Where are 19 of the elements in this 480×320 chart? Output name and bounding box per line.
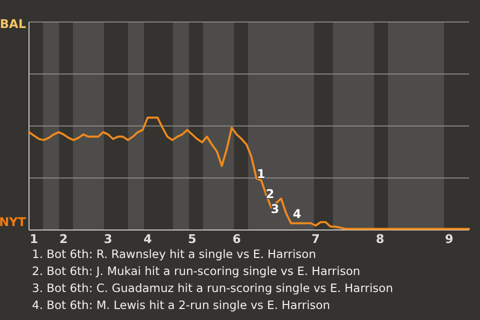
text: 1. Bot 6th: R. Rawnsley hit a single vs E. Harrison bbox=[32, 247, 316, 261]
x-tick-label: 4 bbox=[143, 232, 152, 246]
text: 2. Bot 6th: J. Mukai hit a run-scoring single vs E. Harrison bbox=[32, 264, 360, 278]
x-tick-label: 8 bbox=[376, 232, 384, 246]
text: 3. Bot 6th: C. Guadamuz hit a run-scoring single vs E. Harrison bbox=[32, 281, 393, 295]
text: 4. Bot 6th: M. Lewis hit a 2-run single vs E. Harrison bbox=[32, 298, 330, 312]
text: NYT bbox=[0, 215, 27, 229]
annotation: 2 bbox=[266, 187, 274, 201]
x-tick-label: 7 bbox=[312, 232, 320, 246]
text: BAL bbox=[0, 17, 26, 31]
x-tick-label: 2 bbox=[59, 232, 68, 246]
x-tick-label: 5 bbox=[188, 232, 196, 246]
x-tick-label: 3 bbox=[104, 232, 112, 246]
x-tick-label: 6 bbox=[232, 232, 241, 246]
annotation: 3 bbox=[270, 202, 280, 216]
x-tick-label: 9 bbox=[445, 232, 454, 246]
annotation: 1 bbox=[256, 167, 266, 181]
annotation: 4 bbox=[292, 207, 302, 221]
x-tick-label: 1 bbox=[30, 232, 38, 246]
